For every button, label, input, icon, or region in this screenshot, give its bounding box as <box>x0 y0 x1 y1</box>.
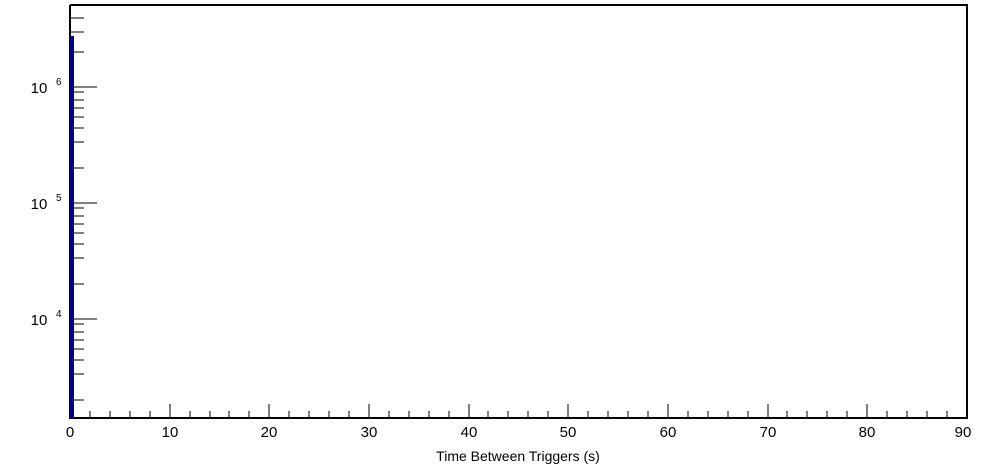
histogram-spike-t0 <box>70 36 74 418</box>
y-tick-label-1e6: 10 6 <box>31 77 62 97</box>
histogram-series <box>70 36 74 418</box>
x-tick-label: 90 <box>955 424 972 441</box>
y-axis-ticks <box>70 17 97 401</box>
y-tick-label-exponent: 6 <box>56 77 62 88</box>
plot-frame <box>69 4 968 419</box>
y-tick-label-mantissa: 10 <box>31 312 48 329</box>
x-tick-label: 70 <box>760 424 777 441</box>
x-tick-label: 80 <box>859 424 876 441</box>
y-tick-label-exponent: 5 <box>56 193 62 204</box>
x-tick-label: 50 <box>560 424 577 441</box>
x-tick-label: 60 <box>660 424 677 441</box>
x-axis-title: Time Between Triggers (s) <box>436 448 600 464</box>
x-tick-label: 30 <box>361 424 378 441</box>
x-tick-label: 0 <box>66 424 74 441</box>
y-tick-label-1e4: 10 4 <box>31 309 62 329</box>
x-tick-label: 10 <box>162 424 179 441</box>
y-tick-label-mantissa: 10 <box>31 80 48 97</box>
y-tick-label-mantissa: 10 <box>31 196 48 213</box>
x-tick-label: 20 <box>261 424 278 441</box>
x-tick-labels: 0 10 20 30 40 50 60 70 80 90 <box>66 424 972 441</box>
x-axis-ticks <box>69 404 968 418</box>
y-tick-label-exponent: 4 <box>56 309 62 320</box>
x-tick-label: 40 <box>461 424 478 441</box>
y-tick-label-1e5: 10 5 <box>31 193 62 213</box>
